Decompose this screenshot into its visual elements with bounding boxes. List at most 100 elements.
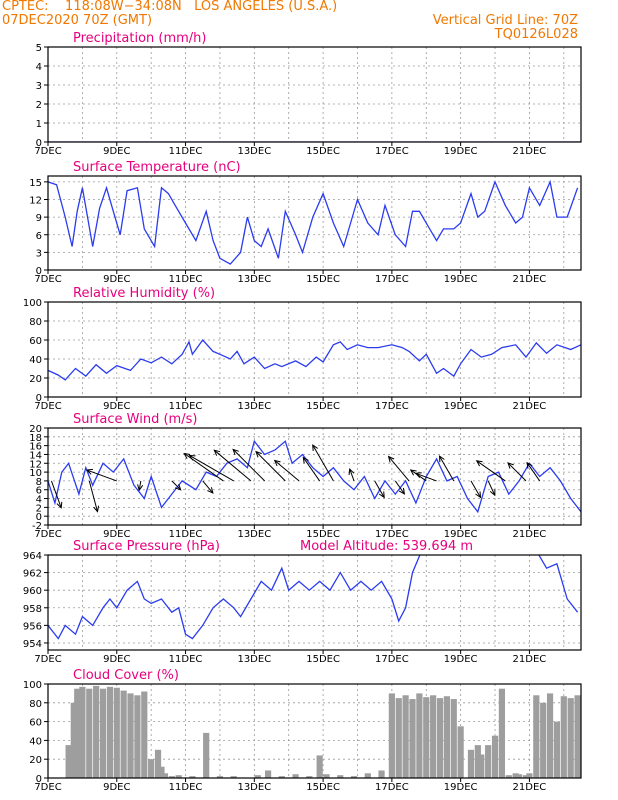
cloud-bar bbox=[189, 776, 196, 778]
cloud-bar bbox=[216, 776, 224, 778]
series-line bbox=[48, 338, 581, 381]
cloud-bar bbox=[474, 745, 481, 778]
y-tick-label: 100 bbox=[23, 680, 42, 691]
panel-title: Surface Wind (m/s) bbox=[73, 412, 197, 427]
x-tick-label: 9DEC bbox=[103, 146, 130, 157]
cloud-bar bbox=[106, 686, 113, 778]
cloud-bar bbox=[553, 721, 561, 778]
wind-arrowhead bbox=[273, 459, 281, 467]
cloud-bar bbox=[154, 749, 162, 778]
wind-vector bbox=[388, 456, 410, 482]
x-tick-label: 21DEC bbox=[513, 654, 547, 665]
wind-arrowhead bbox=[85, 468, 93, 475]
x-tick-label: 9DEC bbox=[103, 401, 130, 412]
x-tick-label: 17DEC bbox=[375, 146, 409, 157]
y-tick-label: 12 bbox=[29, 459, 42, 470]
cloud-bar bbox=[533, 695, 540, 778]
cloud-bar bbox=[491, 735, 499, 778]
header-source: CPTEC: 118:08W−34:08N LOS ANGELES (U.S.A… bbox=[2, 0, 338, 14]
wind-vector bbox=[507, 462, 527, 482]
wind-arrowhead bbox=[93, 505, 100, 513]
x-tick-label: 13DEC bbox=[237, 782, 271, 793]
wind-arrowhead bbox=[475, 460, 483, 467]
cloud-bar bbox=[485, 745, 492, 778]
x-tick-label: 11DEC bbox=[169, 146, 203, 157]
wind-vector bbox=[50, 480, 62, 508]
y-tick-label: 60 bbox=[29, 718, 42, 729]
y-tick-label: 20 bbox=[29, 755, 42, 766]
panel-2 bbox=[44, 175, 582, 274]
header-date: 07DEC2020 70Z (GMT) bbox=[2, 13, 153, 28]
wind-arrowhead bbox=[188, 454, 196, 461]
cloud-bar bbox=[161, 773, 169, 778]
x-tick-label: 21DEC bbox=[513, 529, 547, 540]
x-tick-label: 7DEC bbox=[34, 401, 61, 412]
cloud-bar bbox=[292, 774, 299, 778]
wind-arrowhead bbox=[526, 461, 533, 469]
cloud-bar bbox=[306, 776, 313, 778]
cloud-bar bbox=[505, 775, 512, 778]
wind-vector bbox=[312, 444, 334, 482]
y-tick-label: 960 bbox=[23, 586, 42, 597]
y-tick-label: 0 bbox=[36, 266, 42, 277]
x-tick-label: 13DEC bbox=[237, 274, 271, 285]
y-tick-label: 4 bbox=[36, 495, 42, 506]
panel-frame bbox=[47, 554, 582, 651]
x-tick-label: 13DEC bbox=[237, 529, 271, 540]
wind-vector bbox=[302, 457, 321, 482]
y-tick-label: 18 bbox=[29, 433, 42, 444]
y-tick-label: 2 bbox=[36, 100, 42, 111]
panel-title: Surface Pressure (hPa) bbox=[73, 539, 220, 554]
x-tick-label: 17DEC bbox=[375, 782, 409, 793]
cloud-bar bbox=[388, 693, 395, 778]
cloud-bar bbox=[516, 774, 523, 778]
wind-arrowhead bbox=[174, 484, 182, 491]
cloud-bar bbox=[93, 685, 100, 778]
x-tick-label: 17DEC bbox=[375, 654, 409, 665]
wind-vector bbox=[88, 480, 98, 512]
x-tick-label: 15DEC bbox=[306, 654, 340, 665]
wind-arrowhead bbox=[207, 487, 214, 494]
y-tick-label: -2 bbox=[32, 521, 42, 532]
y-tick-label: 0 bbox=[36, 393, 42, 404]
cloud-bar bbox=[409, 699, 416, 778]
cloud-bar bbox=[567, 698, 574, 778]
header-grid-line: Vertical Grid Line: 70Z bbox=[432, 13, 578, 28]
wind-arrowhead bbox=[137, 484, 144, 492]
y-tick-label: 16 bbox=[29, 442, 42, 453]
x-tick-label: 19DEC bbox=[444, 654, 478, 665]
panel-3 bbox=[44, 301, 582, 401]
cloud-bar bbox=[127, 693, 134, 778]
panel-frame bbox=[47, 427, 582, 526]
x-tick-label: 11DEC bbox=[169, 529, 203, 540]
x-tick-label: 21DEC bbox=[513, 782, 547, 793]
cloud-bar bbox=[350, 776, 358, 778]
panel-title: Cloud Cover (%) bbox=[73, 668, 179, 683]
panel-annotation: Model Altitude: 539.694 m bbox=[300, 539, 473, 554]
y-tick-label: 3 bbox=[36, 81, 42, 92]
x-tick-label: 15DEC bbox=[306, 274, 340, 285]
cloud-bar bbox=[148, 759, 155, 778]
cloud-bar bbox=[120, 690, 127, 778]
x-tick-label: 15DEC bbox=[306, 529, 340, 540]
wind-arrowhead bbox=[213, 449, 221, 456]
panel-title: Precipitation (mm/h) bbox=[73, 31, 206, 46]
wind-vector bbox=[476, 460, 506, 482]
x-tick-label: 19DEC bbox=[444, 146, 478, 157]
cloud-bar bbox=[158, 766, 165, 778]
x-tick-label: 11DEC bbox=[169, 782, 203, 793]
panel-frame bbox=[47, 301, 582, 398]
x-tick-label: 9DEC bbox=[103, 529, 130, 540]
cloud-bar bbox=[79, 686, 86, 778]
x-tick-label: 11DEC bbox=[169, 274, 203, 285]
y-tick-label: 962 bbox=[23, 569, 42, 580]
y-tick-label: 0 bbox=[36, 512, 42, 523]
y-tick-label: 80 bbox=[29, 699, 42, 710]
cloud-bar bbox=[323, 774, 330, 778]
x-tick-label: 21DEC bbox=[513, 274, 547, 285]
cloud-bar bbox=[450, 699, 457, 778]
wind-arrowhead bbox=[438, 455, 445, 463]
x-tick-label: 13DEC bbox=[237, 654, 271, 665]
cloud-bar bbox=[316, 755, 323, 778]
